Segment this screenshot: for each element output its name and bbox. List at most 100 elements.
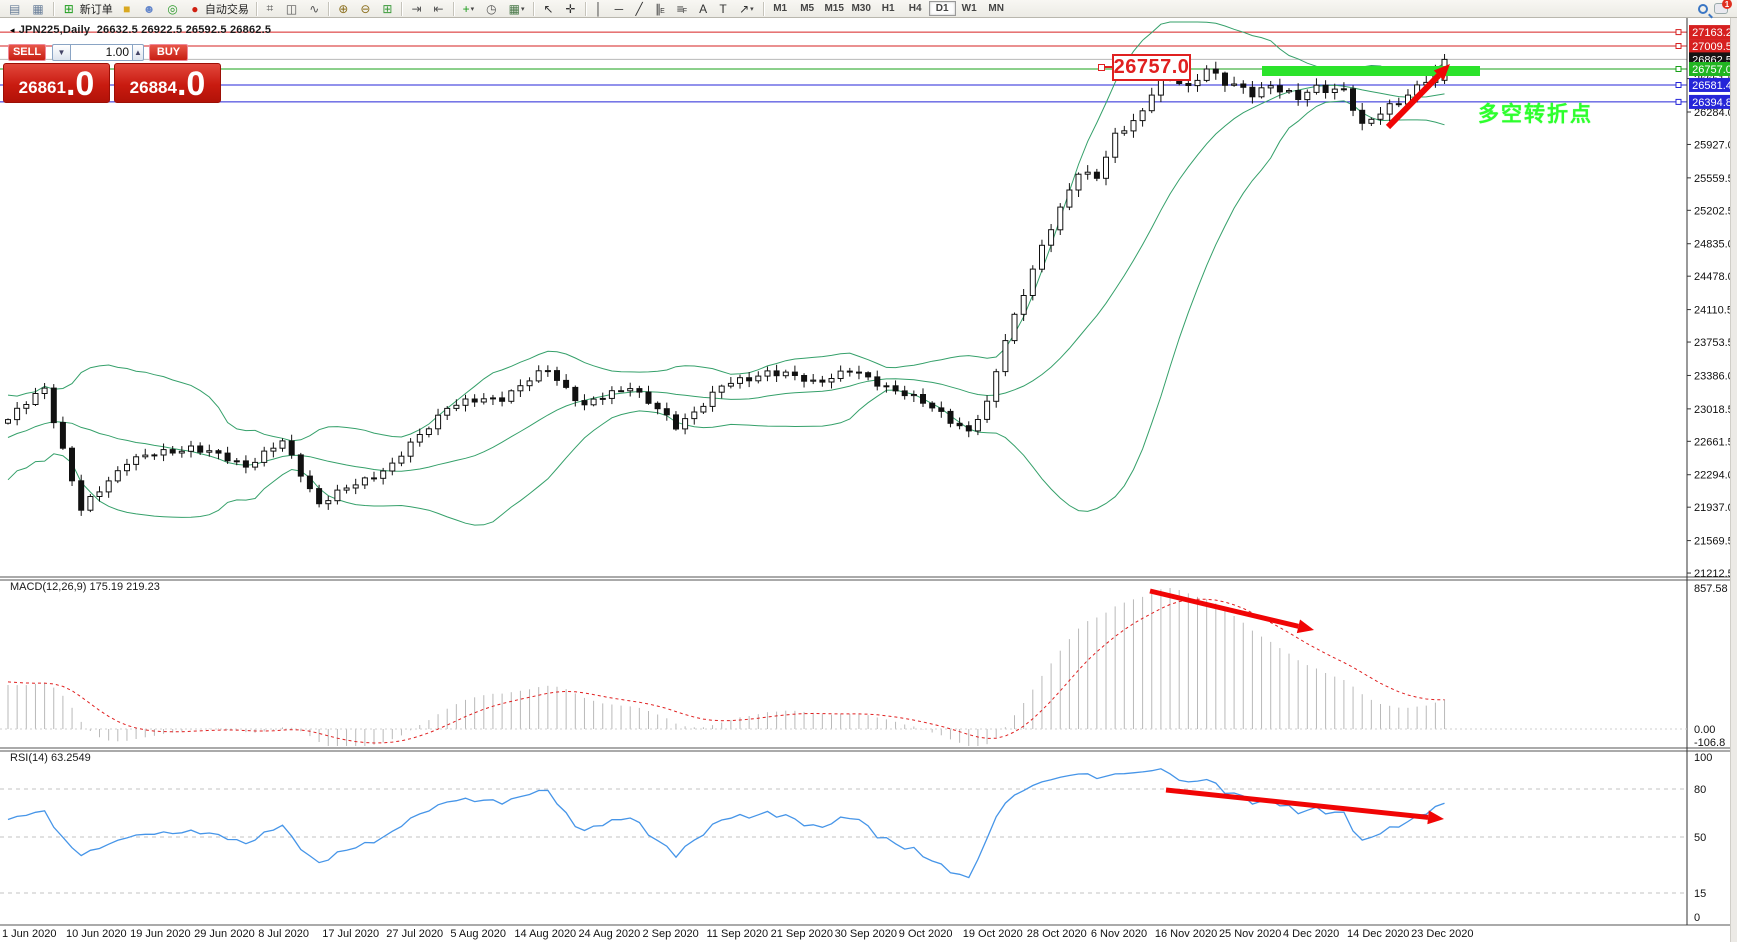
sell-button[interactable]: SELL [8,43,46,61]
text-icon-icon: A [699,1,708,16]
notifications-icon[interactable]: 1 [1714,0,1732,14]
level-handle[interactable] [1675,98,1682,105]
sell-price[interactable]: 26861.0 [3,63,110,103]
toolbar-right: 1 [1698,0,1734,14]
chinese-annotation-text[interactable]: 多空转折点 [1478,103,1593,126]
bar-chart-icon-icon: ⌗ [266,1,274,15]
tf-button-h1[interactable]: H1 [881,3,895,14]
macd-scale-zero: 0.00 [1694,724,1715,736]
chart-window-icon[interactable]: ▤ [3,1,26,17]
cursor-icon[interactable]: ↖ [537,1,559,17]
price-badge-text: 26757.0 [1692,64,1732,76]
tf-button-h4[interactable]: H4 [908,3,922,14]
candlestick-chart-icon[interactable]: ◫ [280,1,303,17]
crosshair-icon[interactable]: ✛ [560,1,582,17]
tf-button-d1[interactable]: D1 [928,1,956,16]
history-center-icon-icon: ■ [123,1,131,16]
market-watch-icon[interactable]: ◎ [161,1,183,17]
x-axis-date-label: 4 Dec 2020 [1283,928,1339,940]
green-resistance-bar[interactable] [1262,66,1480,76]
periods-icon[interactable]: ◷ [480,1,502,17]
macd-arrow[interactable] [1149,588,1300,629]
templates-icon[interactable]: ▦ ▾ [503,1,531,17]
rsi-arrow[interactable] [1165,787,1429,820]
tf-button-m30[interactable]: M30 [851,3,871,14]
bar-chart-icon[interactable]: ⌗ [260,1,280,17]
text-icon[interactable]: A [693,1,713,17]
sell-price-int: 26861 [18,78,66,97]
main-chart-arrow[interactable] [1385,73,1441,130]
arrows-icon[interactable]: ↗ ▾ [733,1,760,17]
sell-price-decimal: .0 [65,65,95,104]
macd-signal-line [7,598,1445,744]
equidistant-channel-icon[interactable]: ∥ E [649,1,671,17]
candles [5,54,1448,516]
zoom-out-icon[interactable]: ⊖ [354,1,376,17]
price-annotation-label[interactable]: 26757.0 [1098,54,1191,81]
y-axis-label: 25202.5 [1694,205,1734,217]
history-center-icon[interactable]: ■ [117,1,137,17]
zoom-in-icon[interactable]: ⊕ [332,1,354,17]
toolbar-separator [762,1,764,16]
y-axis-label: 21212.5 [1694,568,1734,580]
buy-price[interactable]: 26884.0 [114,63,221,103]
arrows-icon-icon: ↗ ▾ [739,1,754,16]
line-chart-icon[interactable]: ∿ [303,1,325,17]
macd-values: 175.19 219.23 [89,581,160,593]
scrollbar-strip[interactable] [1730,18,1737,942]
tf-button-w1[interactable]: W1 [961,3,977,14]
rsi-line [7,768,1445,879]
fibonacci-icon[interactable]: ≡ F [671,1,693,17]
account-icon[interactable]: ☻ [137,1,162,17]
buy-button[interactable]: BUY [149,43,188,61]
add-indicator-icon[interactable]: + ▾ [457,1,481,17]
tile-windows-icon-icon: ⊞ [382,1,393,16]
auto-scroll-icon-icon: ⇥ [411,1,422,16]
volume-increase-button[interactable]: ▲ [132,43,144,61]
tf-button-m5[interactable]: M5 [800,3,815,14]
zoom-out-icon-icon: ⊖ [360,1,371,16]
search-icon[interactable] [1698,3,1708,14]
toolbar-separator [584,1,586,16]
autotrading-icon: ● [191,1,199,16]
tile-windows-icon[interactable]: ⊞ [376,1,398,17]
text-label-icon[interactable]: T [713,1,733,17]
price-badge-text: 26394.8 [1692,97,1732,109]
rsi-scale-bottom: 0 [1694,912,1700,924]
price-badge-text: 27163.2 [1692,27,1732,39]
level-handle[interactable] [1675,82,1682,88]
volume-decrease-button[interactable]: ▼ [52,43,71,61]
bollinger-middle-band [7,84,1445,472]
y-axis-label: 23386.0 [1694,370,1734,382]
autotrading-button[interactable]: ● 自动交易 [184,1,253,17]
volume-input[interactable] [71,43,132,61]
chart-marker-icon: ◂ [10,25,15,35]
level-handle[interactable] [1675,43,1682,49]
auto-scroll-icon[interactable]: ⇥ [405,1,427,17]
horizontal-line-icon[interactable]: ─ [609,1,630,17]
toolbar-separator [452,1,454,16]
vertical-line-icon[interactable]: │ [589,1,609,17]
x-axis-date-label: 30 Sep 2020 [835,928,897,940]
tf-button-m15[interactable]: M15 [824,3,844,14]
chart-template-icon[interactable]: ▦ [26,1,49,17]
x-axis-date-label: 14 Dec 2020 [1347,928,1409,940]
tf-button-m1[interactable]: M1 [773,3,788,14]
level-handle[interactable] [1675,66,1682,72]
candlestick-chart-icon-icon: ◫ [285,1,298,16]
y-axis-label: 22294.0 [1694,470,1734,482]
main-chart-arrow-head [1433,64,1450,81]
x-axis-date-label: 19 Jun 2020 [130,928,191,940]
macd-arrow-head [1296,619,1314,634]
chart-template-icon-icon: ▦ [32,1,44,16]
y-axis-label: 21569.5 [1694,536,1734,548]
trendline-icon[interactable]: ╱ [629,1,649,17]
level-handle[interactable] [1675,29,1682,36]
x-axis-date-label: 21 Sep 2020 [771,928,833,940]
chart-shift-icon[interactable]: ⇤ [428,1,450,17]
tf-button-mn[interactable]: MN [988,3,1004,14]
x-axis-date-label: 17 Jul 2020 [322,928,379,940]
new-order-button[interactable]: ⊞ 新订单 [57,1,117,17]
